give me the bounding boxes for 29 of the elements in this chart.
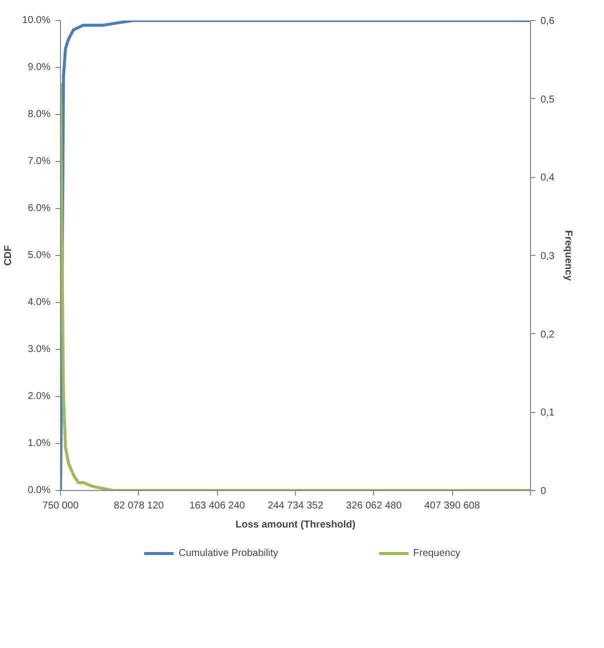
y-tick-label: 10.0% xyxy=(22,15,51,26)
y-tick-label: 2.0% xyxy=(28,391,51,402)
y2-tick-label: 0,3 xyxy=(540,251,555,262)
y-axis-title: CDF xyxy=(3,245,14,266)
y2-tick-label: 0,5 xyxy=(540,94,555,106)
y-tick-label: 7.0% xyxy=(28,156,51,167)
y2-axis-title: Frequency xyxy=(562,230,574,282)
y-tick-label: 5.0% xyxy=(28,250,51,261)
x-tick-label: 244 734 352 xyxy=(268,500,324,512)
y-tick-label: 8.0% xyxy=(28,109,51,120)
y2-tick-label: 0,4 xyxy=(540,172,555,184)
x-tick-label: 326 062 480 xyxy=(346,500,402,512)
y-tick-label: 6.0% xyxy=(28,203,51,214)
y2-tick-label: 0 xyxy=(540,486,546,497)
y2-tick-label: 0,1 xyxy=(540,408,555,419)
y-tick-label: 9.0% xyxy=(28,62,51,73)
y-tick-label: 1.0% xyxy=(28,438,51,449)
y-tick-label: 3.0% xyxy=(28,344,51,355)
x-tick-label: 750 000 xyxy=(42,500,80,512)
y-tick-label: 4.0% xyxy=(28,297,51,308)
y2-tick-label: 0,2 xyxy=(540,329,555,340)
x-axis-title: Loss amount (Threshold) xyxy=(236,520,356,530)
x-tick-label: 407 390 608 xyxy=(424,500,480,512)
legend-label: Frequency xyxy=(413,548,460,558)
x-tick-label: 82 078 120 xyxy=(114,500,164,512)
y-tick-label: 0.0% xyxy=(28,485,51,496)
x-tick-label: 163 406 240 xyxy=(189,500,246,512)
legend-label: Cumulative Probability xyxy=(178,548,278,558)
y2-tick-label: 0,6 xyxy=(540,16,555,27)
